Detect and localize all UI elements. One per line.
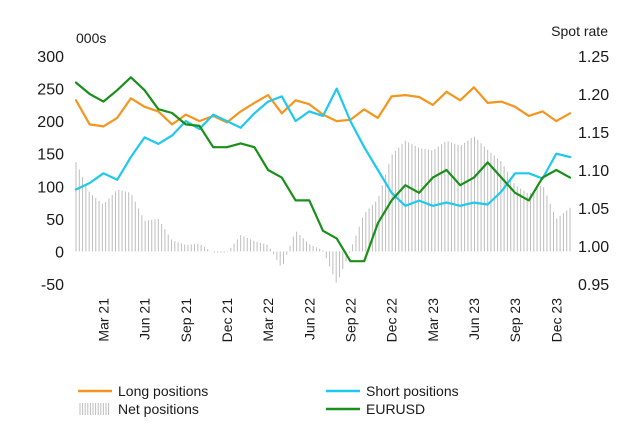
series-lines (74, 76, 572, 263)
x-axis-ticks: Mar 21 Jun 21 Sep 21 Dec 21 Mar 22 Jun 22 Sep … (95, 298, 564, 343)
legend-label: EURUSD (366, 401, 425, 417)
x-tick-label: Dec 22 (384, 298, 400, 343)
x-tick-label: Jun 23 (466, 298, 482, 340)
x-tick-label: Sep 23 (507, 298, 523, 343)
x-tick-label: Dec 21 (219, 298, 235, 343)
x-tick-label: Mar 22 (260, 298, 276, 342)
eurusd-line (74, 76, 572, 263)
left-tick-label: 100 (37, 179, 64, 196)
long-positions-line (74, 86, 572, 128)
left-tick-label: 200 (37, 114, 64, 131)
left-axis-unit: 000s (76, 30, 106, 46)
left-tick-label: 50 (46, 212, 64, 229)
right-tick-label: 1.20 (578, 87, 609, 104)
right-tick-label: 1.15 (578, 125, 609, 142)
legend-label: Short positions (366, 383, 459, 399)
right-tick-label: 1.10 (578, 163, 609, 180)
left-tick-label: 0 (55, 244, 64, 261)
left-tick-label: -50 (41, 277, 64, 294)
x-tick-label: Mar 23 (425, 298, 441, 342)
right-tick-label: 1.00 (578, 239, 609, 256)
right-tick-label: 0.95 (578, 277, 609, 294)
x-tick-label: Dec 23 (548, 298, 564, 343)
x-tick-label: Sep 22 (342, 298, 358, 343)
right-tick-label: 1.05 (578, 201, 609, 218)
left-tick-label: 300 (37, 49, 64, 66)
legend-label: Long positions (118, 383, 208, 399)
x-tick-label: Jun 21 (137, 298, 153, 340)
right-tick-label: 1.25 (578, 49, 609, 66)
legend: Long positions Short positions Net positio… (78, 383, 459, 417)
right-axis-ticks: 1.25 1.20 1.15 1.10 1.05 1.00 0.95 (578, 49, 609, 294)
x-tick-label: Jun 22 (301, 298, 317, 340)
x-tick-label: Sep 21 (178, 298, 194, 343)
right-axis-unit: Spot rate (551, 23, 608, 39)
net-positions-bars (75, 136, 571, 283)
legend-label: Net positions (118, 401, 199, 417)
short-positions-line (74, 87, 572, 207)
left-axis-ticks: 300 250 200 150 100 50 0 -50 (37, 49, 64, 294)
x-tick-label: Mar 21 (95, 298, 111, 342)
left-tick-label: 150 (37, 147, 64, 164)
left-tick-label: 250 (37, 82, 64, 99)
